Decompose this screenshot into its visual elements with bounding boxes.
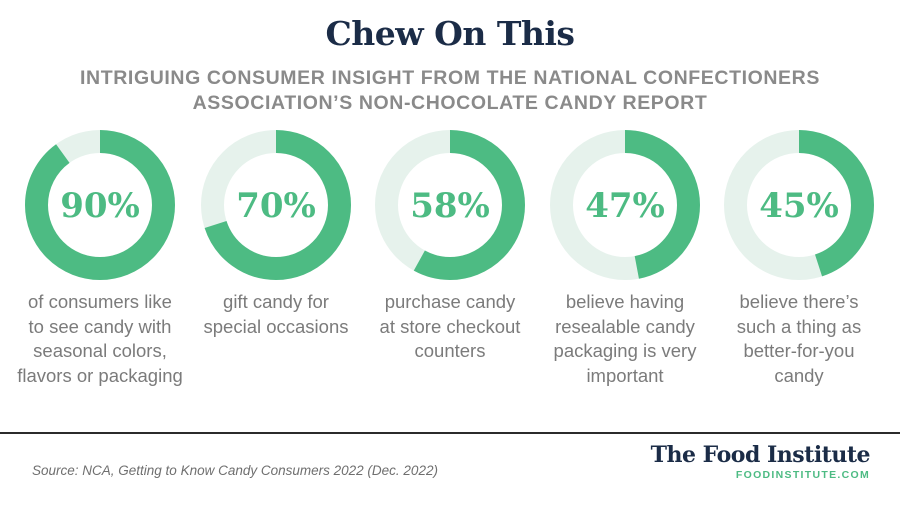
donut-ring-2 — [201, 130, 351, 280]
donut-value-label: 45% — [759, 186, 839, 226]
brand-name: The Food Institute — [650, 442, 871, 468]
donut-ring-5 — [724, 130, 874, 280]
donut-arc-3 — [375, 130, 525, 280]
donut-item-4: 47% believe having resealable candy pack… — [535, 128, 715, 408]
donut-item-1: 90% of consumers like to see candy with … — [10, 128, 190, 408]
donut-caption: gift candy for special occasions — [203, 291, 349, 337]
brand-logo: The Food Institute FOODINSTITUTE.COM — [650, 442, 871, 481]
donut-arc-4 — [550, 130, 700, 280]
donut-item-3: 58% purchase candy at store checkout cou… — [360, 128, 540, 408]
donut-caption: believe having resealable candy packagin… — [553, 291, 697, 386]
donut-value-label: 58% — [410, 186, 490, 226]
page-subtitle: INTRIGUING CONSUMER INSIGHT FROM THE NAT… — [80, 67, 820, 114]
page-title: Chew On This — [325, 14, 575, 53]
donut-caption: believe there’s such a thing as better-f… — [736, 291, 862, 386]
donut-arc-5 — [724, 130, 874, 280]
donut-ring-3 — [375, 130, 525, 280]
donut-value-label: 70% — [236, 186, 316, 226]
donut-item-2: 70% gift candy for special occasions — [186, 128, 366, 408]
donut-ring-4 — [550, 130, 700, 280]
donut-arc-1 — [25, 130, 175, 280]
brand-url: FOODINSTITUTE.COM — [735, 469, 870, 481]
donut-chart-row: 90% of consumers like to see candy with … — [0, 128, 900, 408]
source-note: Source: NCA, Getting to Know Candy Consu… — [32, 463, 438, 478]
donut-caption: of consumers like to see candy with seas… — [17, 291, 183, 386]
donut-arc-2 — [201, 130, 351, 280]
footer-divider — [0, 432, 900, 434]
donut-ring-1 — [25, 130, 175, 280]
donut-value-label: 90% — [60, 186, 140, 226]
donut-caption: purchase candy at store checkout counter… — [379, 291, 521, 361]
donut-item-5: 45% believe there’s such a thing as bett… — [709, 128, 889, 408]
donut-value-label: 47% — [585, 186, 665, 226]
